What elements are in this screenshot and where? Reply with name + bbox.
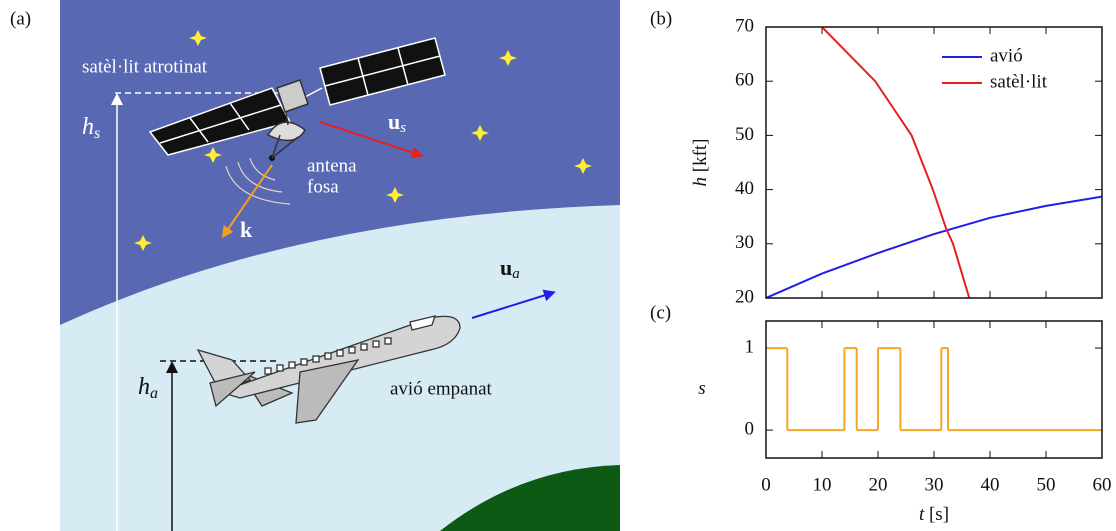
y-tick-label: 40 xyxy=(735,178,754,199)
line xyxy=(766,195,1102,298)
ground xyxy=(440,465,620,531)
y-tick-label: 50 xyxy=(735,124,754,145)
satellite-velocity-arrow xyxy=(319,121,424,159)
legend-label: satèl·lit xyxy=(990,71,1048,92)
line xyxy=(821,27,971,298)
wave-vector-label: k xyxy=(240,217,253,242)
x-tick-label: 0 xyxy=(761,474,771,495)
illustration: (a) satèl·lit atrotinat hs us antena fos… xyxy=(10,0,620,531)
y-tick-label: 60 xyxy=(735,70,754,91)
panel-label: (c) xyxy=(650,302,671,323)
y-tick-label: 0 xyxy=(745,418,755,439)
plane-velocity-label: ua xyxy=(500,255,520,282)
y-tick-label: 20 xyxy=(735,286,754,307)
y-tick-label: 1 xyxy=(745,336,755,357)
antenna-waves xyxy=(225,157,291,205)
axis-symbol: t xyxy=(919,504,925,525)
antenna-label: antena xyxy=(307,155,357,176)
axis-unit: [kft] xyxy=(690,138,711,172)
axis-label: h [kft] xyxy=(690,138,711,186)
legend-label: avió xyxy=(990,45,1023,66)
plot xyxy=(766,27,1102,298)
plot-frame xyxy=(765,320,1103,459)
plane-label: avió empanat xyxy=(390,378,493,399)
stars xyxy=(134,30,592,251)
y-tick-label: 70 xyxy=(735,15,754,36)
panel-label: (a) xyxy=(10,8,31,29)
x-tick-label: 20 xyxy=(869,474,888,495)
satellite-label: satèl·lit atrotinat xyxy=(82,56,208,77)
plot xyxy=(766,347,1102,432)
plane-velocity-arrow xyxy=(471,289,556,319)
x-tick-label: 10 xyxy=(813,474,832,495)
axis-unit: [s] xyxy=(929,504,949,525)
axis-symbol: h xyxy=(690,177,711,187)
y-tick-label: 30 xyxy=(735,232,754,253)
plane-height-label: ha xyxy=(138,374,158,402)
plot-frame xyxy=(765,26,1103,299)
x-tick-label: 50 xyxy=(1037,474,1056,495)
charts: (b) 20 30 40 50 60 70 h [kft] avió satèl·lit (c) 0 1… xyxy=(650,8,1112,525)
x-tick-label: 40 xyxy=(981,474,1000,495)
x-tick-label: 30 xyxy=(925,474,944,495)
satellite xyxy=(148,37,446,161)
panel-label: (b) xyxy=(650,8,672,29)
x-tick-label: 60 xyxy=(1093,474,1112,495)
axis-label: s xyxy=(698,378,705,399)
axis-label: t [s] xyxy=(919,504,949,525)
wave-vector-arrow xyxy=(221,164,273,239)
antenna-label: fosa xyxy=(307,176,339,197)
airplane xyxy=(196,315,461,424)
satellite-velocity-label: us xyxy=(388,109,406,136)
satellite-height-label: hs xyxy=(82,114,100,142)
